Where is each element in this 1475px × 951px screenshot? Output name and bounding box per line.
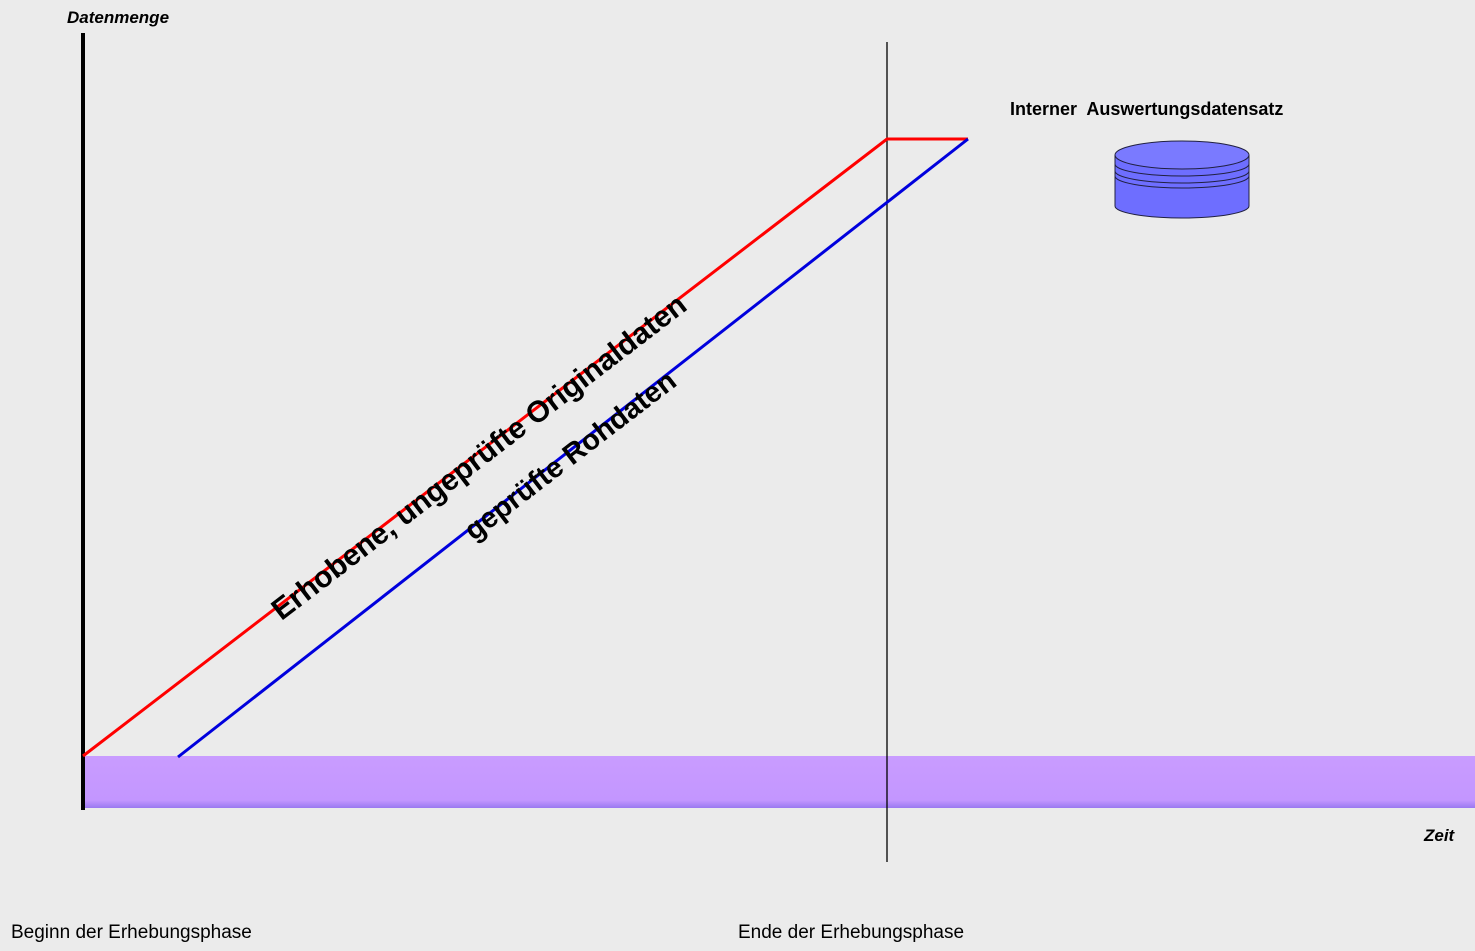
time-band: [83, 756, 1475, 808]
x-axis-title: Zeit: [1424, 826, 1455, 845]
end-phase-label: Ende der Erhebungsphase: [738, 922, 965, 943]
y-axis-title: Datenmenge: [67, 8, 170, 27]
database-label: Interner Auswertungsdatensatz: [1010, 99, 1284, 119]
raw-data-line: [82, 137, 968, 758]
start-phase-label: Beginn der Erhebungsphase: [11, 922, 252, 943]
checked-data-line: [177, 137, 969, 759]
raw-data-label: Erhobene, ungeprüfte Originaldaten: [266, 288, 693, 627]
database-icon: [1114, 140, 1250, 219]
